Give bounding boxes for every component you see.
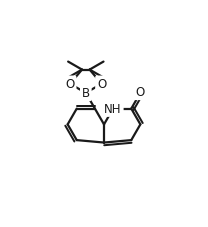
Text: O: O — [66, 78, 75, 91]
Text: O: O — [97, 78, 106, 91]
Text: NH: NH — [104, 103, 122, 116]
Text: B: B — [82, 87, 90, 100]
Text: O: O — [136, 86, 145, 99]
